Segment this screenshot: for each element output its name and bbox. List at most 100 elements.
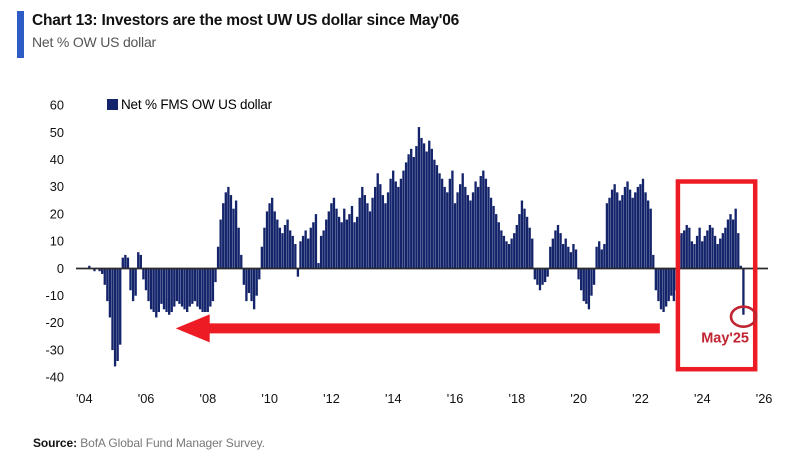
bar: [474, 181, 477, 269]
bar: [376, 173, 379, 269]
bar: [149, 268, 153, 310]
bar: [268, 203, 271, 269]
bar: [304, 230, 307, 269]
bar: [355, 216, 359, 269]
bar: [536, 268, 539, 285]
bar: [721, 233, 724, 269]
bar: [227, 186, 230, 269]
bar: [549, 246, 552, 269]
bar: [139, 254, 142, 269]
bar: [186, 268, 189, 313]
bar: [556, 224, 560, 269]
bar: [116, 268, 119, 361]
bar: [278, 227, 282, 269]
bar: [160, 268, 163, 304]
x-tick-label: '18: [509, 391, 526, 406]
bar: [371, 197, 374, 269]
bar: [479, 176, 482, 269]
bar: [561, 244, 565, 269]
bar: [237, 227, 240, 269]
bar: [433, 159, 436, 269]
bar: [144, 268, 148, 291]
bar: [610, 189, 614, 269]
bar: [685, 224, 688, 269]
source-line: Source: BofA Global Fund Manager Survey.: [33, 436, 265, 450]
bar: [634, 192, 637, 269]
bar: [631, 197, 634, 269]
chart-title: Chart 13: Investors are the most UW US d…: [32, 12, 460, 29]
callout-label: May'25: [701, 331, 749, 347]
x-tick-label: '22: [632, 391, 649, 406]
bar: [507, 244, 511, 269]
bar: [247, 268, 251, 293]
x-tick-label: '06: [138, 391, 155, 406]
bar: [291, 235, 294, 269]
bar: [580, 268, 583, 291]
bar: [415, 146, 418, 269]
bar: [489, 197, 493, 269]
y-tick-label: -30: [46, 342, 65, 357]
bar: [363, 195, 367, 269]
bar: [103, 268, 106, 285]
bar: [616, 192, 619, 269]
bars-group: [88, 127, 745, 367]
bar: [240, 254, 243, 269]
x-tick-label: '26: [756, 391, 773, 406]
bar: [131, 268, 135, 302]
bar: [327, 211, 330, 269]
bar: [222, 203, 225, 269]
bar: [551, 238, 555, 269]
bar: [448, 178, 452, 269]
bar: [657, 268, 660, 302]
bar: [726, 219, 730, 269]
bar: [646, 200, 650, 269]
bar: [564, 238, 567, 269]
bar: [608, 197, 611, 269]
x-axis-labels: '04 '06 '08 '10 '12 '14 '16 '18 '20 '22 '24 '26: [76, 391, 772, 406]
bar: [690, 241, 694, 269]
bar: [422, 143, 426, 269]
bar: [469, 200, 472, 269]
bar: [541, 268, 544, 285]
y-tick-label: 40: [50, 152, 64, 167]
bar: [281, 233, 284, 269]
y-tick-label: 50: [50, 125, 64, 140]
bar: [626, 181, 629, 269]
bar: [337, 216, 341, 269]
bar: [500, 230, 503, 269]
bar: [219, 219, 222, 269]
bar: [229, 195, 233, 269]
bar: [734, 208, 737, 269]
bar: [569, 252, 573, 269]
bar: [134, 268, 137, 296]
bar: [224, 192, 227, 269]
bar: [695, 235, 699, 269]
bar: [258, 268, 261, 280]
y-tick-label: 10: [50, 234, 64, 249]
bar: [440, 178, 444, 269]
bar: [384, 203, 387, 269]
bar: [484, 178, 488, 269]
bar: [461, 173, 464, 269]
bar: [456, 192, 459, 269]
bar: [111, 268, 114, 351]
bar: [296, 268, 300, 277]
bar: [142, 268, 145, 280]
bar: [126, 257, 130, 269]
bar: [670, 268, 673, 296]
y-tick-label: -20: [46, 315, 65, 330]
bar: [319, 235, 323, 269]
bar: [307, 238, 310, 269]
bar: [178, 268, 181, 304]
bar: [644, 192, 647, 269]
bar: [183, 268, 186, 310]
bar: [273, 211, 276, 269]
bar: [402, 170, 405, 269]
bar: [435, 165, 439, 269]
bar: [701, 241, 704, 269]
bar: [119, 268, 122, 345]
bar: [713, 235, 717, 269]
callout-ellipse: [729, 305, 758, 329]
bar: [234, 200, 238, 269]
